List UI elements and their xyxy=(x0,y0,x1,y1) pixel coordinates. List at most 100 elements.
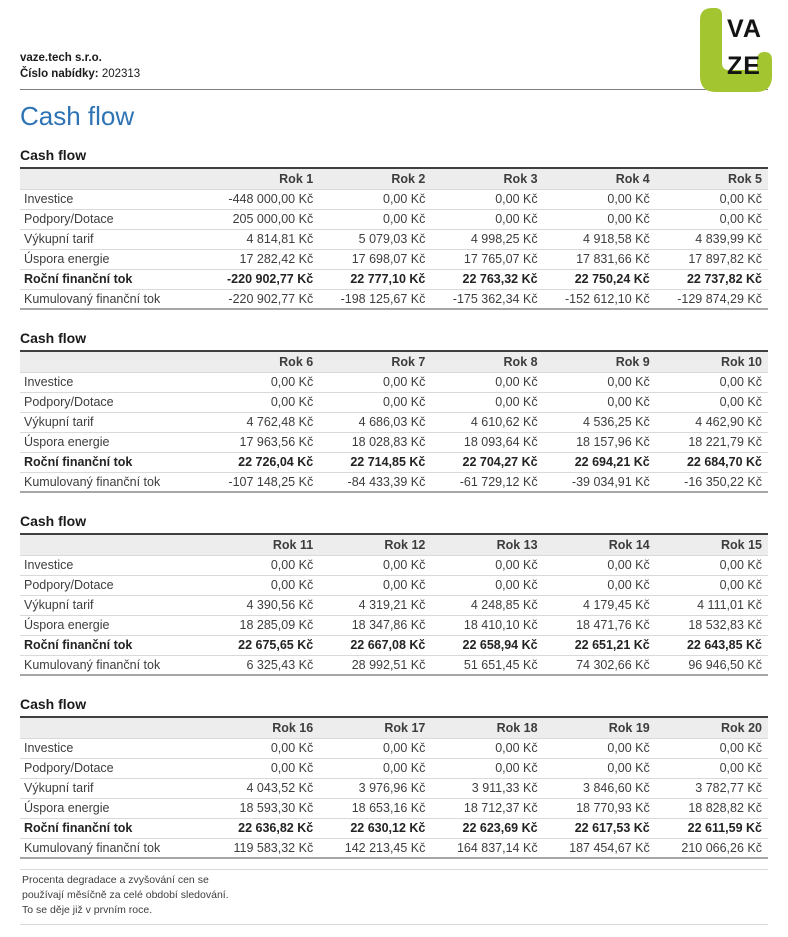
cell-value: 96 946,50 Kč xyxy=(688,657,762,672)
cell-value: 3 976,96 Kč xyxy=(319,778,432,799)
cell-value: 22 684,70 Kč xyxy=(655,452,768,473)
cell-value: 22 694,21 Kč xyxy=(543,452,656,473)
cell-value: 0,00 Kč xyxy=(319,372,432,393)
cell-value: 17 831,66 Kč xyxy=(543,249,656,270)
cell-value: 205 000,00 Kč xyxy=(207,209,320,230)
cell-value: 0,00 Kč xyxy=(431,209,544,230)
cell-value: 22 704,27 Kč xyxy=(431,452,544,473)
row-label: Úspora energie xyxy=(20,615,208,636)
year-column-header: Rok 16 xyxy=(207,717,320,739)
cell-value: 0,00 Kč xyxy=(543,392,656,413)
cell-value: 4 762,48 Kč xyxy=(207,412,320,433)
cell-value: 18 532,83 Kč xyxy=(655,615,768,636)
table-row: Roční finanční tok 22 726,04 Kč 22 714,85 … xyxy=(20,452,768,473)
cell-value: 4 111,01 Kč xyxy=(655,595,768,616)
cell-value: 22 726,04 Kč xyxy=(207,452,320,473)
company-name: vaze.tech s.r.o. xyxy=(20,52,102,64)
cell-value: 22 777,10 Kč xyxy=(319,269,432,290)
table-body: Investice 0,00 Kč 0,00 Kč 0,00 Kč 0,00 Kč 0,0… xyxy=(20,555,768,675)
row-label-column-header xyxy=(20,351,208,373)
cell-value: 0,00 Kč xyxy=(207,392,320,413)
cell-value: 119 583,32 Kč xyxy=(233,840,314,855)
cell-value: 28 992,51 Kč xyxy=(351,657,426,672)
cell-value: 4 814,81 Kč xyxy=(207,229,320,250)
table-header: Rok 6 Rok 7 Rok 8 Rok 9 Rok 10 xyxy=(20,351,768,373)
year-column-header: Rok 19 xyxy=(543,717,656,739)
cashflow-section: Cash flow Rok 1 Rok 2 Rok 3 Rok 4 Rok 5 Invest… xyxy=(20,147,768,310)
cell-value: 0,00 Kč xyxy=(431,738,544,759)
cell-value: 0,00 Kč xyxy=(431,189,544,210)
table-row: Úspora energie 18 593,30 Kč 18 653,16 Kč 18… xyxy=(20,798,768,819)
row-label: Kumulovaný finanční tok xyxy=(24,840,161,855)
cell-value: 18 093,64 Kč xyxy=(431,432,544,453)
cell-value: 22 737,82 Kč xyxy=(655,269,768,290)
cell-value: 17 765,07 Kč xyxy=(431,249,544,270)
cell-value: 22 667,08 Kč xyxy=(319,635,432,656)
cell-value: 0,00 Kč xyxy=(431,372,544,393)
cashflow-section: Cash flow Rok 11 Rok 12 Rok 13 Rok 14 Rok 15 I… xyxy=(20,513,768,676)
table-row: Kumulovaný finanční tok -107 148,25 Kč -84… xyxy=(20,472,768,492)
table-row: Výkupní tarif 4 762,48 Kč 4 686,03 Kč 4 610… xyxy=(20,412,768,433)
cell-value: 0,00 Kč xyxy=(431,392,544,413)
row-label: Podpory/Dotace xyxy=(20,209,208,230)
cell-value: 4 390,56 Kč xyxy=(207,595,320,616)
table-row: Roční finanční tok 22 675,65 Kč 22 667,08 … xyxy=(20,635,768,656)
table-header-row: Rok 11 Rok 12 Rok 13 Rok 14 Rok 15 xyxy=(20,534,768,556)
row-label: Roční finanční tok xyxy=(20,635,208,656)
year-column-header: Rok 8 xyxy=(431,351,544,373)
table-row: Úspora energie 17 282,42 Kč 17 698,07 Kč 17… xyxy=(20,249,768,270)
row-label: Výkupní tarif xyxy=(20,778,208,799)
cell-value: 0,00 Kč xyxy=(319,575,432,596)
year-column-header: Rok 2 xyxy=(319,168,432,190)
table-row: Investice 0,00 Kč 0,00 Kč 0,00 Kč 0,00 Kč 0,0… xyxy=(20,372,768,393)
row-label: Výkupní tarif xyxy=(20,229,208,250)
year-column-header: Rok 7 xyxy=(319,351,432,373)
cell-value: 22 675,65 Kč xyxy=(207,635,320,656)
table-body: Investice 0,00 Kč 0,00 Kč 0,00 Kč 0,00 Kč 0,0… xyxy=(20,738,768,858)
cashflow-table: Rok 6 Rok 7 Rok 8 Rok 9 Rok 10 Investice 0,00 … xyxy=(20,350,768,493)
cell-value: 0,00 Kč xyxy=(319,209,432,230)
year-column-header: Rok 5 xyxy=(655,168,768,190)
year-column-header: Rok 6 xyxy=(207,351,320,373)
footnote: Procenta degradace a zvyšování cen se po… xyxy=(20,869,768,925)
cell-value: 4 536,25 Kč xyxy=(543,412,656,433)
cell-value: 22 643,85 Kč xyxy=(655,635,768,656)
table-row: Kumulovaný finanční tok 6 325,43 Kč 28 992… xyxy=(20,655,768,675)
table-row: Kumulovaný finanční tok -220 902,77 Kč -19… xyxy=(20,289,768,309)
cell-value: 4 248,85 Kč xyxy=(431,595,544,616)
logo-text-va: VA xyxy=(727,15,762,43)
row-label: Roční finanční tok xyxy=(20,452,208,473)
cell-value: 22 611,59 Kč xyxy=(655,818,768,839)
year-column-header: Rok 14 xyxy=(543,534,656,556)
cell-value: 18 653,16 Kč xyxy=(319,798,432,819)
offer-number-value: 202313 xyxy=(101,68,141,80)
year-column-header: Rok 11 xyxy=(207,534,320,556)
cell-value: 3 846,60 Kč xyxy=(543,778,656,799)
row-label: Investice xyxy=(20,738,208,759)
cell-value: 0,00 Kč xyxy=(655,189,768,210)
cell-value: 18 828,82 Kč xyxy=(655,798,768,819)
row-label: Kumulovaný finanční tok xyxy=(24,291,161,306)
table-row: Investice 0,00 Kč 0,00 Kč 0,00 Kč 0,00 Kč 0,0… xyxy=(20,555,768,576)
row-label: Úspora energie xyxy=(20,432,208,453)
cell-value: 17 282,42 Kč xyxy=(207,249,320,270)
year-column-header: Rok 13 xyxy=(431,534,544,556)
section-heading: Cash flow xyxy=(20,513,87,529)
cell-value: 0,00 Kč xyxy=(543,189,656,210)
cell-value: 0,00 Kč xyxy=(543,738,656,759)
footnote-line-2: používají měsíčně za celé období sledová… xyxy=(22,889,229,901)
cell-value: 0,00 Kč xyxy=(543,372,656,393)
section-heading: Cash flow xyxy=(20,330,87,346)
cell-value: 0,00 Kč xyxy=(431,575,544,596)
row-label-column-header xyxy=(20,534,208,556)
cell-value: -16 350,22 Kč xyxy=(684,474,762,489)
row-label: Výkupní tarif xyxy=(20,595,208,616)
table-row: Podpory/Dotace 0,00 Kč 0,00 Kč 0,00 Kč 0,00 … xyxy=(20,575,768,596)
table-body: Investice 0,00 Kč 0,00 Kč 0,00 Kč 0,00 Kč 0,0… xyxy=(20,372,768,492)
year-column-header: Rok 20 xyxy=(655,717,768,739)
cell-value: 17 963,56 Kč xyxy=(207,432,320,453)
cell-value: 22 763,32 Kč xyxy=(431,269,544,290)
cell-value: 0,00 Kč xyxy=(655,738,768,759)
cell-value: 4 918,58 Kč xyxy=(543,229,656,250)
year-column-header: Rok 18 xyxy=(431,717,544,739)
